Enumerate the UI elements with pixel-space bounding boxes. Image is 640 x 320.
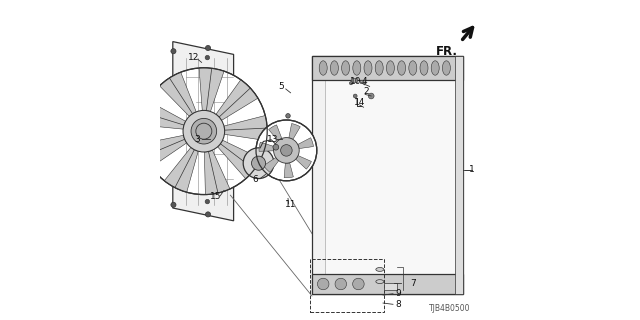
Text: 5: 5 [278, 82, 284, 91]
Polygon shape [218, 140, 261, 179]
Circle shape [243, 148, 274, 179]
Ellipse shape [442, 61, 451, 75]
Text: 11: 11 [285, 200, 296, 209]
Polygon shape [269, 125, 282, 141]
Ellipse shape [431, 61, 439, 75]
Text: 6: 6 [253, 175, 258, 184]
Polygon shape [199, 68, 224, 111]
Text: 4: 4 [362, 77, 367, 86]
Polygon shape [164, 148, 198, 192]
Bar [312, 56, 463, 80]
Circle shape [353, 94, 357, 98]
Text: 10: 10 [350, 77, 362, 86]
Text: 13: 13 [267, 135, 278, 144]
Circle shape [171, 202, 176, 207]
Polygon shape [264, 157, 279, 172]
Text: 2: 2 [364, 87, 369, 96]
Ellipse shape [319, 61, 327, 75]
Polygon shape [296, 156, 312, 169]
Bar [310, 259, 384, 312]
Circle shape [205, 199, 210, 204]
Bar [384, 283, 397, 290]
Polygon shape [289, 124, 300, 140]
Circle shape [252, 156, 266, 170]
Bar [325, 80, 460, 274]
Circle shape [335, 278, 347, 290]
Bar [351, 78, 357, 82]
Bar [455, 56, 463, 294]
Circle shape [280, 145, 292, 156]
Ellipse shape [364, 61, 372, 75]
Text: TJB4B0500: TJB4B0500 [429, 304, 470, 313]
Circle shape [285, 114, 291, 118]
Ellipse shape [397, 61, 406, 75]
Text: 14: 14 [354, 98, 365, 107]
Circle shape [369, 93, 374, 99]
Polygon shape [224, 116, 267, 141]
Ellipse shape [420, 61, 428, 75]
Circle shape [205, 55, 210, 60]
Polygon shape [259, 142, 274, 151]
Circle shape [141, 68, 268, 195]
Bar [312, 274, 463, 294]
Bar [360, 80, 365, 83]
Circle shape [349, 82, 353, 85]
Circle shape [196, 123, 212, 139]
Circle shape [274, 138, 300, 163]
Polygon shape [173, 42, 234, 221]
Polygon shape [284, 163, 293, 178]
Circle shape [353, 278, 364, 290]
Polygon shape [141, 101, 186, 129]
Polygon shape [204, 150, 230, 195]
Text: 7: 7 [410, 279, 415, 288]
Text: 15: 15 [211, 192, 221, 201]
Polygon shape [141, 135, 187, 167]
Circle shape [171, 49, 176, 54]
Circle shape [317, 278, 329, 290]
Ellipse shape [409, 61, 417, 75]
Ellipse shape [330, 61, 339, 75]
Circle shape [273, 144, 279, 150]
Circle shape [183, 110, 225, 152]
Text: 12: 12 [188, 53, 199, 62]
Ellipse shape [342, 61, 349, 75]
Bar [275, 143, 282, 149]
Circle shape [205, 45, 211, 51]
Polygon shape [159, 72, 196, 116]
Ellipse shape [376, 280, 384, 284]
Polygon shape [298, 138, 314, 148]
Ellipse shape [376, 268, 384, 271]
Ellipse shape [375, 61, 383, 75]
Bar [312, 56, 463, 294]
Ellipse shape [353, 61, 361, 75]
Ellipse shape [387, 61, 394, 75]
Text: 9: 9 [396, 289, 401, 298]
Text: 3: 3 [194, 135, 200, 144]
Circle shape [205, 212, 211, 217]
Circle shape [256, 120, 317, 181]
Text: 1: 1 [469, 165, 475, 174]
Polygon shape [216, 80, 258, 120]
Text: 8: 8 [396, 300, 401, 309]
Text: FR.: FR. [436, 45, 458, 58]
Circle shape [191, 118, 216, 144]
